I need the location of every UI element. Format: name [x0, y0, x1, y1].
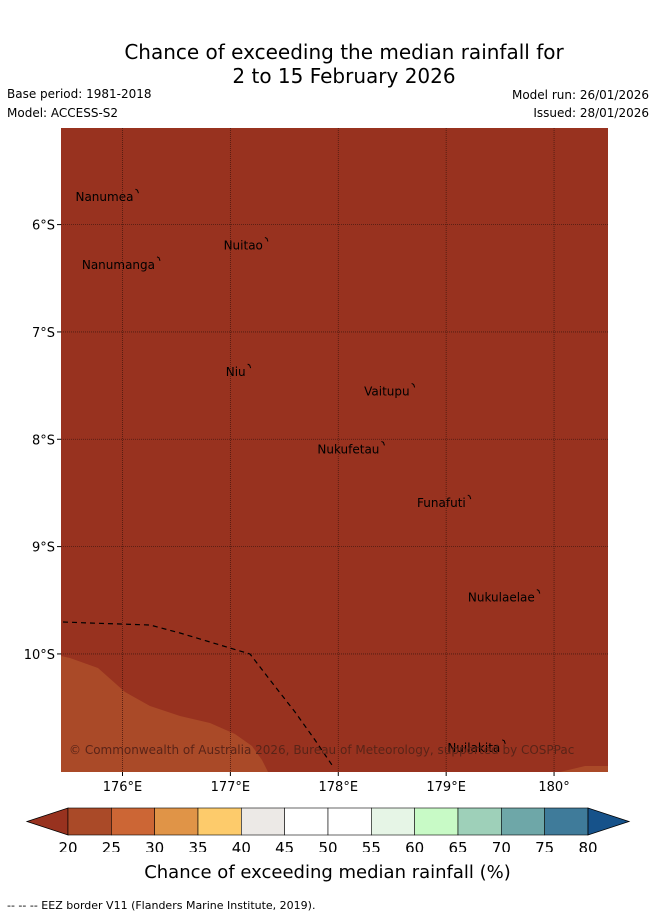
title-line-2: 2 to 15 February 2026	[232, 64, 456, 88]
colorbar-tick-label: 60	[405, 839, 424, 852]
rainfall-map: Nanumea Nuitao Nanumanga Niu Vaitupu Nukufeta…	[24, 128, 608, 795]
island-outline	[135, 188, 139, 194]
colorbar-segment	[327, 807, 372, 836]
copyright-notice: © Commonwealth of Australia 2026, Bureau…	[69, 743, 574, 757]
colorbar-segment	[371, 807, 415, 836]
colorbar-tick-label: 80	[578, 839, 597, 852]
eez-border	[62, 621, 335, 769]
island-outline	[264, 237, 269, 242]
island-label: Nukulaelae	[468, 591, 535, 605]
island-label: Nuitao	[224, 238, 263, 252]
colorbar-tick-label: 45	[275, 839, 294, 852]
colorbar-segment	[67, 807, 112, 836]
colorbar-segment	[241, 807, 285, 836]
colorbar-ticks: 20 25 30 35 40 45 50 55 60 65 70 75 80	[58, 839, 597, 852]
colorbar-over-arrow	[587, 807, 631, 836]
colorbar-tick-label: 55	[362, 839, 381, 852]
colorbar-segment	[457, 807, 502, 836]
lon-tick-label: 178°E	[319, 780, 359, 795]
lat-tick-label: 9°S	[32, 541, 55, 556]
model-name: Model: ACCESS-S2	[7, 106, 119, 120]
lat-tick-label: 10°S	[24, 648, 55, 663]
model-run: Model run: 26/01/2026	[511, 88, 649, 102]
island-outline	[536, 589, 541, 594]
colorbar: 20 25 30 35 40 45 50 55 60 65 70 75 80	[25, 807, 631, 852]
island-outline	[411, 383, 416, 388]
lon-tick-label: 179°E	[426, 780, 466, 795]
map-region-25-30	[61, 656, 268, 772]
lon-tick-label: 176°E	[103, 780, 143, 795]
island-outline	[381, 440, 385, 446]
issued-date: Issued: 28/01/2026	[533, 106, 649, 120]
island-outline	[467, 494, 472, 500]
island-label: Funafuti	[417, 496, 466, 510]
lon-tick-label: 180°	[538, 780, 569, 795]
chart-title: Chance of exceeding the median rainfall …	[0, 40, 655, 88]
island-label: Nukufetau	[317, 442, 379, 456]
title-line-1: Chance of exceeding the median rainfall …	[124, 40, 564, 64]
island-label: Nanumea	[75, 190, 133, 204]
colorbar-segment	[501, 807, 545, 836]
island-outline	[502, 739, 506, 744]
colorbar-tick-label: 70	[492, 839, 511, 852]
island-label: Nuilakita	[447, 741, 500, 755]
colorbar-tick-label: 75	[535, 839, 554, 852]
colorbar-segment	[111, 807, 155, 836]
map-background-20-25	[61, 128, 608, 772]
colorbar-tick-label: 40	[232, 839, 251, 852]
lon-tick-label: 177°E	[211, 780, 251, 795]
axis-ticks: 176°E 177°E 178°E 179°E 180° 6°S 7°S 8°S 9°S 10°S	[24, 219, 570, 795]
island-label: Vaitupu	[364, 384, 410, 398]
colorbar-segment	[154, 807, 199, 836]
colorbar-tick-label: 30	[145, 839, 164, 852]
base-period: Base period: 1981-2018	[7, 87, 152, 101]
colorbar-tick-label: 35	[188, 839, 207, 852]
colorbar-tick-label: 25	[102, 839, 121, 852]
islands-layer: Nanumea Nuitao Nanumanga Niu Vaitupu Nukufeta…	[75, 188, 541, 755]
colorbar-tick-label: 50	[318, 839, 337, 852]
graticule	[61, 128, 608, 772]
colorbar-segment	[197, 807, 242, 836]
colorbar-segment	[544, 807, 589, 836]
colorbar-under-arrow	[25, 807, 69, 836]
colorbar-label: Chance of exceeding median rainfall (%)	[144, 862, 511, 883]
eez-footnote: -- -- -- EEZ border V11 (Flanders Marine…	[7, 899, 316, 912]
island-label: Nanumanga	[82, 258, 155, 272]
colorbar-tick-label: 20	[58, 839, 77, 852]
map-region-25-30-east	[560, 766, 608, 772]
lat-tick-label: 8°S	[32, 433, 55, 448]
island-outline	[156, 256, 161, 261]
colorbar-tick-label: 65	[448, 839, 467, 852]
island-label: Niu	[226, 365, 246, 379]
lat-tick-label: 6°S	[32, 219, 55, 234]
island-outline	[247, 363, 252, 369]
colorbar-segment	[414, 807, 459, 836]
lat-tick-label: 7°S	[32, 326, 55, 341]
colorbar-segment	[284, 807, 329, 836]
colorbar-segments	[25, 807, 631, 836]
